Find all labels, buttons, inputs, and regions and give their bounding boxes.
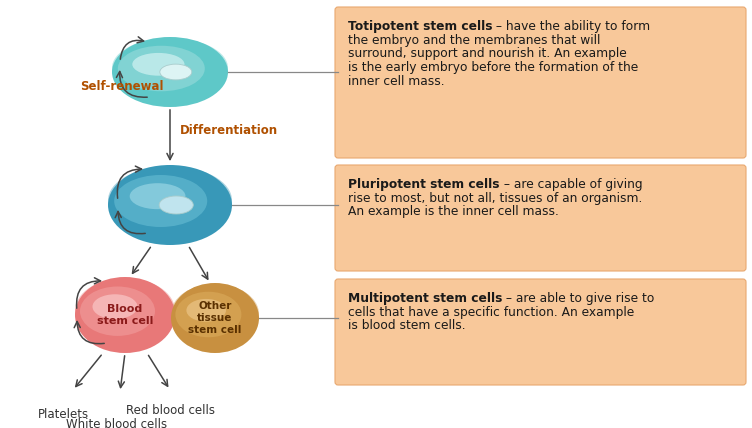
Ellipse shape — [112, 37, 228, 107]
Text: Red blood cells: Red blood cells — [126, 404, 214, 417]
Ellipse shape — [108, 165, 232, 245]
Text: Blood
stem cell: Blood stem cell — [97, 304, 153, 326]
Ellipse shape — [175, 292, 241, 337]
Text: Totipotent stem cells: Totipotent stem cells — [348, 20, 493, 33]
Ellipse shape — [132, 53, 184, 76]
Text: inner cell mass.: inner cell mass. — [348, 74, 444, 88]
Text: Pluripotent stem cells: Pluripotent stem cells — [348, 178, 499, 191]
Ellipse shape — [114, 175, 208, 227]
Text: White blood cells: White blood cells — [66, 418, 168, 428]
Text: cells that have a specific function. An example: cells that have a specific function. An … — [348, 306, 634, 318]
Text: An example is the inner cell mass.: An example is the inner cell mass. — [348, 205, 559, 218]
Text: Self-renewal: Self-renewal — [80, 80, 163, 93]
Text: is blood stem cells.: is blood stem cells. — [348, 319, 465, 332]
Text: Platelets: Platelets — [38, 408, 89, 421]
Ellipse shape — [159, 196, 193, 214]
FancyBboxPatch shape — [335, 165, 746, 271]
Ellipse shape — [92, 294, 138, 319]
FancyBboxPatch shape — [335, 279, 746, 385]
Ellipse shape — [186, 299, 226, 322]
Ellipse shape — [171, 284, 259, 344]
Ellipse shape — [171, 283, 259, 353]
Text: the embryo and the membranes that will: the embryo and the membranes that will — [348, 34, 600, 47]
Text: Differentiation: Differentiation — [180, 124, 278, 137]
Ellipse shape — [129, 183, 186, 209]
Text: surround, support and nourish it. An example: surround, support and nourish it. An exa… — [348, 47, 626, 60]
Text: – are able to give rise to: – are able to give rise to — [502, 292, 655, 305]
Ellipse shape — [80, 286, 155, 336]
Ellipse shape — [108, 166, 232, 234]
Ellipse shape — [75, 277, 175, 353]
Ellipse shape — [160, 64, 192, 80]
Ellipse shape — [118, 46, 205, 91]
FancyBboxPatch shape — [335, 7, 746, 158]
Text: Multipotent stem cells: Multipotent stem cells — [348, 292, 502, 305]
Text: Other
tissue
stem cell: Other tissue stem cell — [188, 300, 241, 336]
Text: – have the ability to form: – have the ability to form — [493, 20, 650, 33]
Ellipse shape — [112, 38, 228, 98]
Text: is the early embryo before the formation of the: is the early embryo before the formation… — [348, 61, 638, 74]
Text: – are capable of giving: – are capable of giving — [499, 178, 642, 191]
Text: rise to most, but not all, tissues of an organism.: rise to most, but not all, tissues of an… — [348, 192, 642, 205]
Ellipse shape — [75, 278, 175, 343]
